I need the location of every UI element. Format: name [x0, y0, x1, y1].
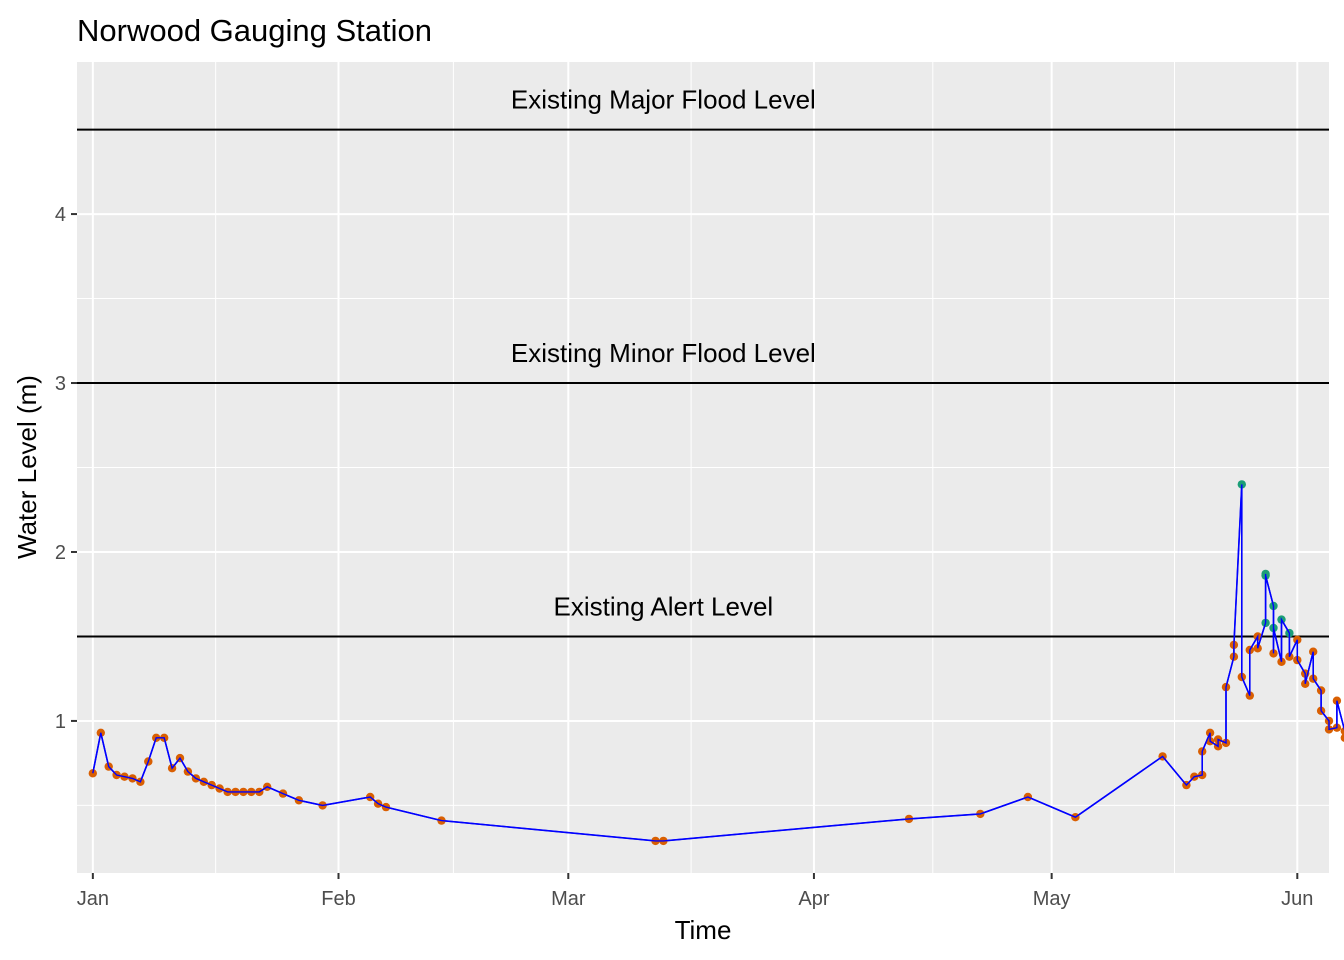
x-tick-label: Jun — [1281, 888, 1313, 910]
y-tick-label: 1 — [55, 711, 66, 733]
x-tick-label: Mar — [551, 888, 586, 910]
x-axis-title: Time — [675, 915, 732, 945]
reference-line-label: Existing Major Flood Level — [511, 85, 816, 115]
x-tick-label: Apr — [798, 888, 829, 910]
reference-line-label: Existing Alert Level — [554, 591, 774, 621]
axis-layer: Jan Feb Mar Apr May Jun 1 2 3 4 — [55, 204, 1314, 910]
water-level-line-overlay — [92, 484, 1344, 842]
reference-lines: Existing Major Flood Level Existing Minor… — [77, 85, 1329, 638]
chart-title: Norwood Gauging Station — [77, 13, 432, 48]
x-tick-label: Jan — [77, 888, 109, 910]
data-point — [1340, 726, 1344, 736]
x-tick-label: May — [1033, 888, 1071, 910]
data-point — [1340, 733, 1344, 742]
reference-line-label: Existing Minor Flood Level — [511, 338, 816, 368]
series-layer — [88, 480, 1344, 846]
x-tick-label: Feb — [321, 888, 355, 910]
y-tick-label: 4 — [55, 204, 66, 226]
y-tick-label: 2 — [55, 542, 66, 564]
y-tick-label: 3 — [55, 373, 66, 395]
y-axis-title: Water Level (m) — [12, 375, 42, 559]
